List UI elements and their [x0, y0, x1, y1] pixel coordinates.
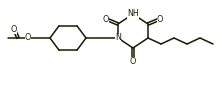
Text: N: N: [115, 34, 121, 42]
Text: O: O: [25, 34, 31, 42]
Text: O: O: [11, 25, 17, 34]
Text: O: O: [130, 57, 136, 65]
Text: NH: NH: [127, 10, 139, 19]
Text: O: O: [103, 15, 109, 23]
Text: O: O: [157, 15, 163, 23]
